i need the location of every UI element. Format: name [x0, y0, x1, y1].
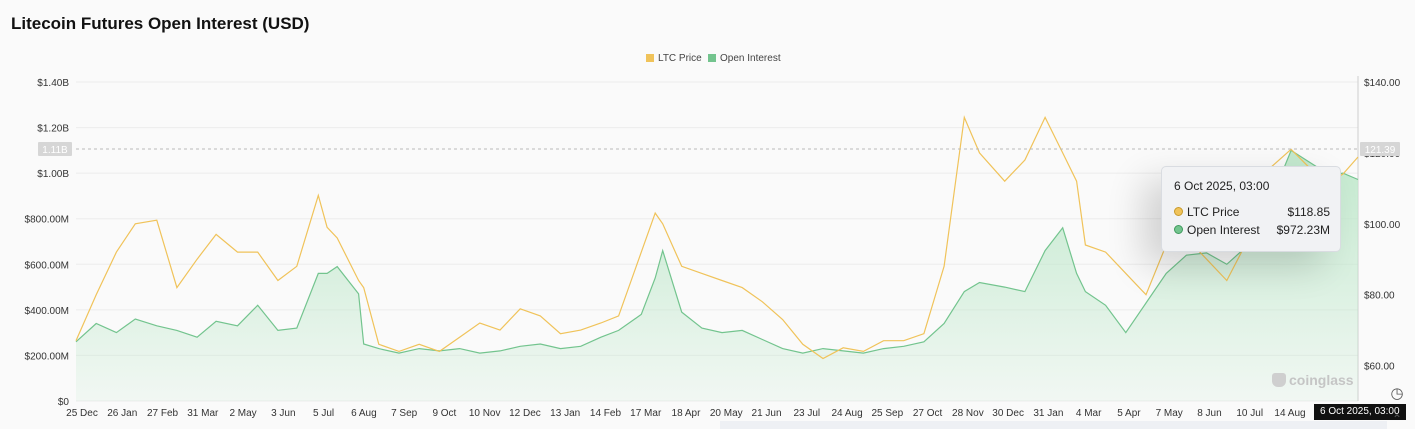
x-tick-label: 8 Jun	[1197, 408, 1221, 419]
x-tick-label: 2 May	[229, 408, 256, 419]
range-scrollbar[interactable]	[720, 421, 1387, 429]
y-right-tick-label: $60.00	[1364, 362, 1395, 373]
x-tick-label: 7 May	[1156, 408, 1183, 419]
x-tick-label: 12 Dec	[509, 408, 541, 419]
x-tick-label: 14 Aug	[1274, 408, 1305, 419]
x-tick-label: 25 Sep	[871, 408, 903, 419]
open-interest-area	[76, 150, 1358, 401]
x-tick-label: 13 Jan	[550, 408, 580, 419]
x-tick-label: 28 Nov	[952, 408, 984, 419]
x-tick-label: 9 Oct	[432, 408, 456, 419]
x-tick-label: 24 Aug	[831, 408, 862, 419]
x-tick-label: 31 Mar	[187, 408, 219, 419]
x-tick-label: 17 Mar	[630, 408, 662, 419]
crosshair-right-badge	[1360, 142, 1400, 156]
crosshair-right-label: 121.39	[1365, 145, 1396, 156]
y-left-tick-label: $1.00B	[37, 169, 69, 180]
tooltip-row-price: LTC Price $118.85	[1174, 205, 1330, 221]
y-left-tick-label: $1.40B	[37, 78, 69, 89]
crosshair-x-label: 6 Oct 2025, 03:00	[1314, 404, 1406, 420]
chevron-up-icon[interactable]: ⌃	[1391, 412, 1403, 426]
x-tick-label: 21 Jun	[752, 408, 782, 419]
x-tick-label: 31 Jan	[1033, 408, 1063, 419]
legend-label-price: LTC Price	[658, 53, 702, 64]
x-tick-label: 4 Mar	[1076, 408, 1102, 419]
tooltip-title: 6 Oct 2025, 03:00	[1174, 179, 1270, 193]
y-right-tick-label: $100.00	[1364, 220, 1401, 231]
tooltip-row-oi: Open Interest $972.23M	[1174, 223, 1330, 239]
ltc-price-line	[75, 115, 1359, 360]
x-tick-label: 26 Jan	[107, 408, 137, 419]
watermark-logo: coinglass	[1272, 372, 1354, 388]
x-tick-label: 6 Aug	[351, 408, 377, 419]
x-tick-label: 3 Jun	[271, 408, 295, 419]
y-left-tick-label: $1.20B	[37, 124, 69, 135]
x-tick-label: 5 Jul	[313, 408, 334, 419]
crosshair-left-badge	[38, 142, 72, 156]
tooltip-price-value: $118.85	[1287, 205, 1331, 219]
legend-label-oi: Open Interest	[720, 53, 781, 64]
x-tick-label: 20 May	[710, 408, 743, 419]
price-dot-icon	[1174, 207, 1183, 216]
page-title: Litecoin Futures Open Interest (USD)	[11, 14, 310, 33]
x-tick-label: 23 Jul	[793, 408, 820, 419]
y-right-tick-label: $140.00	[1364, 78, 1401, 89]
coinglass-logo-icon	[1272, 373, 1286, 387]
x-tick-label: 5 Apr	[1117, 408, 1141, 419]
x-tick-label: 7 Sep	[391, 408, 418, 419]
tooltip-price-label: LTC Price	[1187, 205, 1240, 219]
tooltip-oi-value: $972.23M	[1276, 223, 1330, 237]
legend-swatch-oi	[708, 54, 716, 62]
y-left-tick-label: $0	[58, 397, 70, 408]
clock-icon[interactable]: ◷	[1390, 385, 1404, 402]
oi-dot-icon	[1174, 225, 1183, 234]
x-tick-label: 14 Feb	[590, 408, 622, 419]
x-tick-label: 25 Dec	[66, 408, 98, 419]
open-interest-line	[75, 149, 1359, 354]
y-left-tick-label: $200.00M	[25, 351, 69, 362]
y-left-tick-label: $800.00M	[25, 215, 69, 226]
watermark-text: coinglass	[1289, 372, 1354, 388]
x-tick-label: 27 Oct	[913, 408, 943, 419]
crosshair-left-label: 1.11B	[42, 145, 68, 156]
tooltip: 6 Oct 2025, 03:00 LTC Price $118.85 Open…	[1161, 166, 1341, 252]
y-right-tick-label: $80.00	[1364, 291, 1395, 302]
x-tick-label: 10 Nov	[469, 408, 501, 419]
x-tick-label: 30 Dec	[992, 408, 1024, 419]
y-left-tick-label: $400.00M	[25, 306, 69, 317]
tooltip-oi-label: Open Interest	[1187, 223, 1260, 237]
y-left-tick-label: $600.00M	[25, 260, 69, 271]
x-tick-label: 27 Feb	[147, 408, 179, 419]
x-tick-label: 10 Jul	[1236, 408, 1263, 419]
x-tick-label: 18 Apr	[672, 408, 702, 419]
legend-swatch-price	[646, 54, 654, 62]
